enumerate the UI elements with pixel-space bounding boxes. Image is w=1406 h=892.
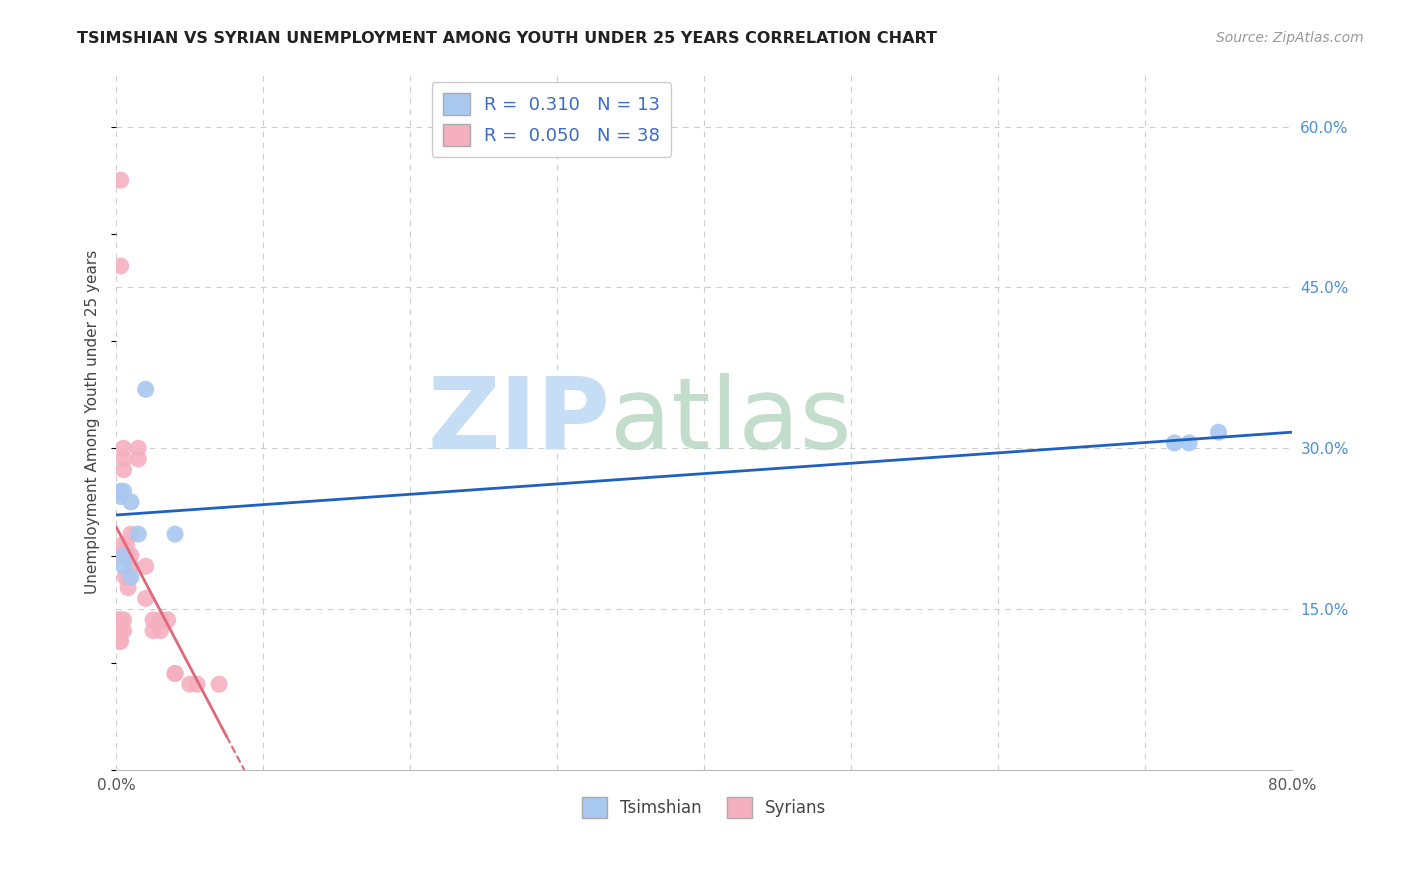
Point [115,549,138,563]
Point [120,559,142,574]
Point [117,570,139,584]
Point [112,549,135,563]
Legend: Tsimshian, Syrians: Tsimshian, Syrians [575,790,834,824]
Point [208,677,231,691]
Point [110,484,132,499]
Point [120,495,142,509]
Point [112,559,135,574]
Text: atlas: atlas [610,373,852,470]
Point [114,570,136,584]
Point [108,634,131,648]
Point [108,624,131,638]
Point [111,538,134,552]
Point [142,613,165,627]
Point [127,452,149,467]
Point [120,549,142,563]
Point [117,581,139,595]
Point [110,634,132,648]
Point [1178,436,1201,450]
Point [112,624,135,638]
Point [110,259,132,273]
Point [135,382,157,396]
Point [112,613,135,627]
Point [135,559,157,574]
Point [110,549,132,563]
Point [108,613,131,627]
Point [110,624,132,638]
Point [149,613,172,627]
Point [1208,425,1230,440]
Point [156,613,179,627]
Text: ZIP: ZIP [427,373,610,470]
Point [127,442,149,456]
Point [179,677,201,691]
Y-axis label: Unemployment Among Youth under 25 years: Unemployment Among Youth under 25 years [86,250,100,593]
Point [120,570,142,584]
Point [112,442,135,456]
Point [120,527,142,541]
Point [165,666,187,681]
Point [149,624,172,638]
Point [112,452,135,467]
Point [110,613,132,627]
Point [112,484,135,499]
Text: Source: ZipAtlas.com: Source: ZipAtlas.com [1216,31,1364,45]
Point [165,666,187,681]
Point [108,624,131,638]
Point [165,527,187,541]
Point [112,463,135,477]
Point [127,527,149,541]
Point [186,677,208,691]
Point [110,173,132,187]
Text: TSIMSHIAN VS SYRIAN UNEMPLOYMENT AMONG YOUTH UNDER 25 YEARS CORRELATION CHART: TSIMSHIAN VS SYRIAN UNEMPLOYMENT AMONG Y… [77,31,938,46]
Point [110,490,132,504]
Point [115,538,138,552]
Point [135,591,157,606]
Point [1163,436,1185,450]
Point [142,624,165,638]
